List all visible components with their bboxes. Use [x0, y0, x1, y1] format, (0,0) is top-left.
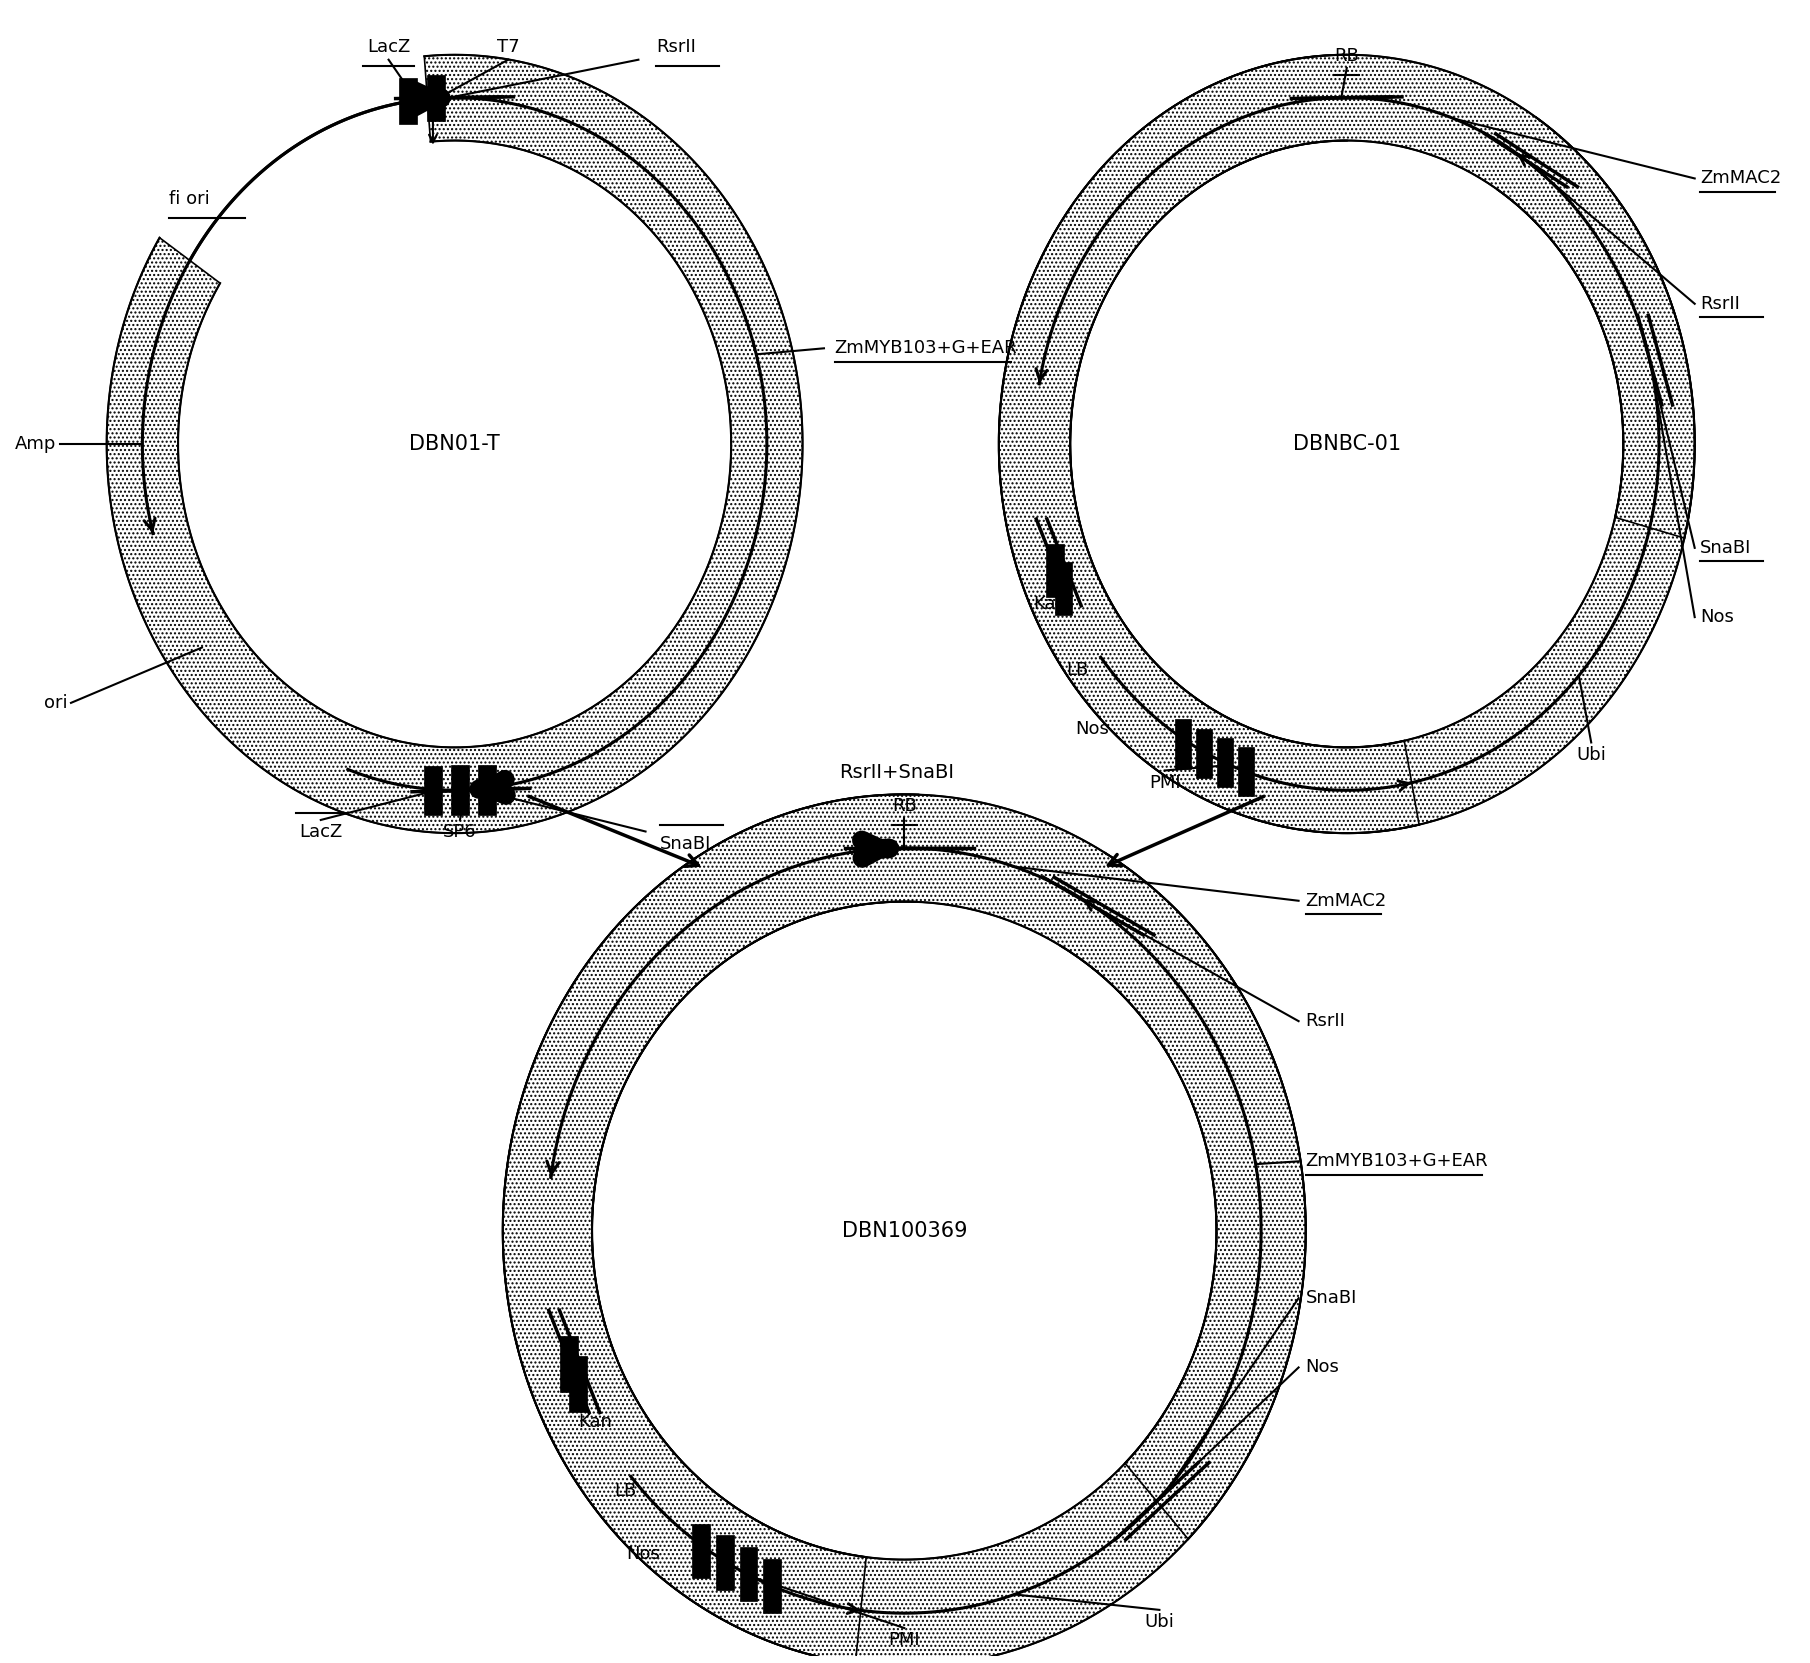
Bar — [1238, 747, 1254, 797]
Text: DBN01-T: DBN01-T — [409, 434, 500, 454]
Bar — [1175, 720, 1191, 768]
Text: Kan: Kan — [1034, 595, 1066, 614]
Bar — [427, 75, 445, 121]
Text: PMI: PMI — [1149, 773, 1180, 792]
Text: LB: LB — [614, 1482, 637, 1500]
Text: T7: T7 — [496, 38, 519, 57]
PathPatch shape — [503, 795, 1305, 1663]
Text: ZmMAC2: ZmMAC2 — [1700, 170, 1781, 188]
Text: LacZ: LacZ — [299, 823, 342, 841]
Bar — [693, 1523, 710, 1578]
Bar — [1046, 544, 1064, 597]
Text: Nos: Nos — [1305, 1359, 1339, 1377]
Text: DBNBC-01: DBNBC-01 — [1292, 434, 1401, 454]
Bar — [568, 1355, 586, 1412]
Text: Nos: Nos — [626, 1545, 661, 1563]
Text: ZmMYB103+G+EAR: ZmMYB103+G+EAR — [1305, 1152, 1488, 1171]
Text: LacZ: LacZ — [367, 38, 411, 57]
Bar — [451, 765, 469, 815]
PathPatch shape — [999, 55, 1694, 833]
Text: Ubi: Ubi — [1144, 1613, 1175, 1631]
Bar — [559, 1335, 577, 1392]
Text: RsrII: RsrII — [1305, 1013, 1345, 1029]
PathPatch shape — [999, 55, 1694, 833]
Bar — [1055, 562, 1073, 615]
Text: LB: LB — [1066, 660, 1088, 679]
Bar — [764, 1558, 782, 1613]
Text: Nos: Nos — [1075, 720, 1110, 738]
Bar — [717, 1535, 733, 1590]
Text: RsrII: RsrII — [657, 38, 697, 57]
PathPatch shape — [107, 55, 802, 833]
Bar — [424, 767, 442, 815]
Text: RsrII+SnaBI: RsrII+SnaBI — [840, 763, 954, 782]
Text: Ubi: Ubi — [1577, 745, 1605, 763]
Text: Amp: Amp — [14, 436, 56, 452]
Text: fi ori: fi ori — [168, 190, 210, 208]
Bar — [1196, 728, 1213, 778]
Text: SnaBI: SnaBI — [1700, 539, 1752, 557]
Text: Nos: Nos — [1700, 609, 1734, 625]
Text: SP6: SP6 — [443, 823, 476, 841]
PathPatch shape — [503, 795, 1305, 1663]
Text: ori: ori — [43, 693, 67, 712]
Text: RB: RB — [1334, 47, 1359, 65]
Text: DBN100369: DBN100369 — [842, 1221, 967, 1241]
Text: Kan: Kan — [577, 1414, 612, 1430]
Bar — [398, 78, 416, 125]
Text: SnaBI: SnaBI — [661, 835, 711, 853]
Text: SnaBI: SnaBI — [1305, 1289, 1358, 1307]
Bar — [1218, 738, 1233, 787]
Text: RsrII: RsrII — [1700, 294, 1739, 313]
Text: ZmMAC2: ZmMAC2 — [1305, 891, 1386, 910]
Text: ZmMYB103+G+EAR: ZmMYB103+G+EAR — [834, 339, 1017, 358]
Text: RB: RB — [892, 797, 916, 815]
Text: PMI: PMI — [889, 1631, 919, 1650]
Bar — [478, 765, 496, 815]
Bar — [740, 1547, 757, 1601]
